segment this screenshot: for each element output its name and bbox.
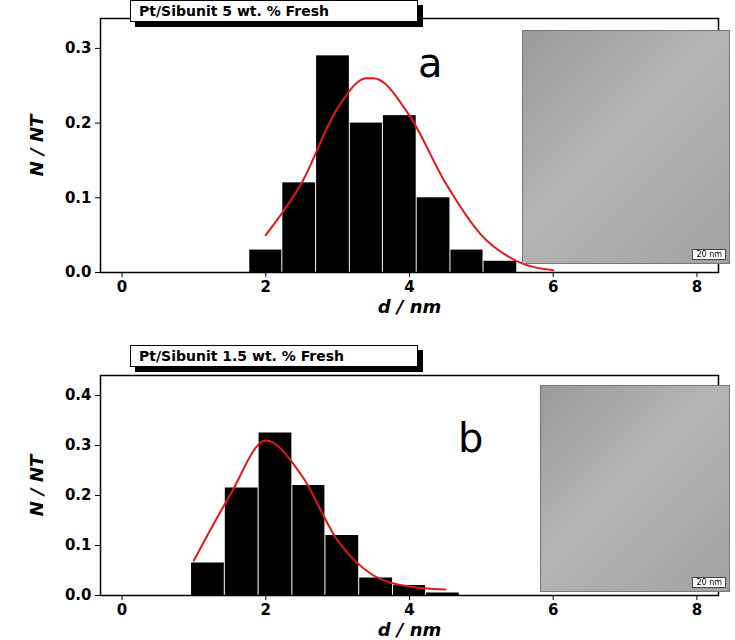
svg-text:4: 4	[404, 601, 414, 619]
svg-text:0.1: 0.1	[65, 536, 92, 554]
html-text:Pt/Sibunit 1.5 wt. % Fresh: Pt/Sibunit 1.5 wt. % Fresh	[139, 348, 344, 364]
html-text:a: a	[418, 40, 443, 86]
svg-text:6: 6	[548, 601, 558, 619]
svg-text:0.3: 0.3	[65, 39, 92, 57]
svg-text:d / nm: d / nm	[378, 296, 442, 317]
svg-text:6: 6	[548, 278, 558, 296]
svg-text:d / nm: d / nm	[378, 619, 442, 640]
svg-text:0.0: 0.0	[65, 263, 92, 281]
svg-text:8: 8	[692, 601, 702, 619]
svg-text:0.1: 0.1	[65, 189, 92, 207]
html-text:b: b	[458, 415, 484, 461]
svg-text:0.4: 0.4	[65, 386, 92, 404]
svg-text:2: 2	[261, 278, 271, 296]
svg-text:0: 0	[117, 278, 127, 296]
html-text:Pt/Sibunit 5 wt. % Fresh: Pt/Sibunit 5 wt. % Fresh	[139, 3, 329, 19]
svg-text:2: 2	[261, 601, 271, 619]
svg-text:N / NT: N / NT	[26, 453, 47, 516]
svg-text:0: 0	[117, 601, 127, 619]
svg-text:0.2: 0.2	[65, 486, 92, 504]
svg-text:0.2: 0.2	[65, 114, 92, 132]
html-text:20 nm: 20 nm	[696, 250, 722, 259]
svg-text:0.3: 0.3	[65, 436, 92, 454]
svg-text:8: 8	[692, 278, 702, 296]
svg-text:N / NT: N / NT	[26, 113, 47, 176]
svg-text:4: 4	[404, 278, 414, 296]
svg-text:0.0: 0.0	[65, 586, 92, 604]
html-text:20 nm: 20 nm	[696, 578, 722, 587]
